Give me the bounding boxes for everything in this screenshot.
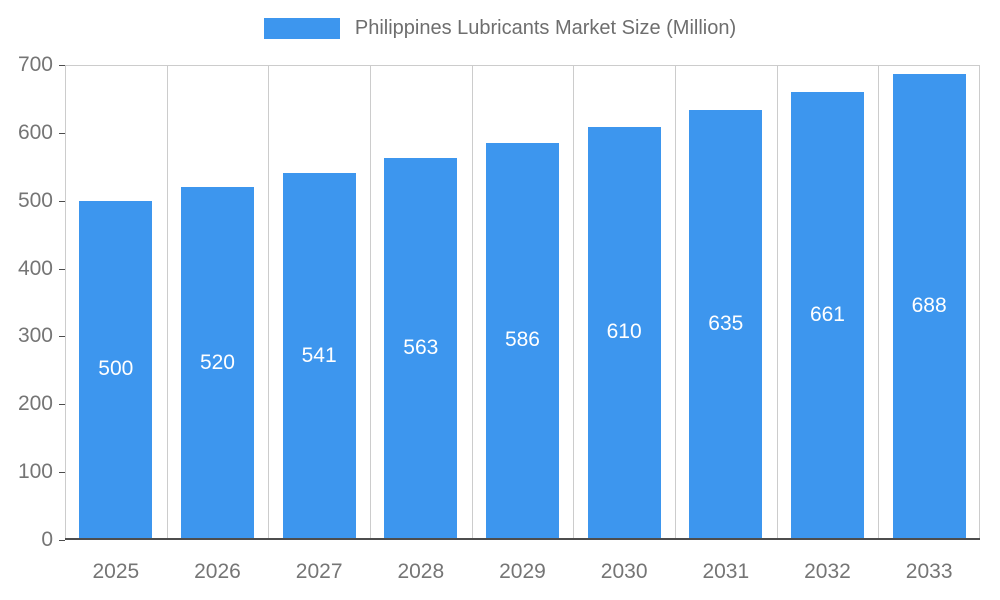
y-tick-mark — [59, 268, 65, 270]
vertical-gridline — [268, 66, 270, 538]
vertical-gridline — [369, 66, 371, 538]
x-tick-label: 2033 — [905, 560, 953, 583]
bar-value-label: 635 — [708, 311, 744, 335]
bar-value-label: 661 — [809, 303, 845, 327]
vertical-gridline — [776, 66, 778, 538]
vertical-gridline — [878, 66, 880, 538]
vertical-gridline — [166, 66, 168, 538]
x-tick-label: 2031 — [702, 560, 750, 583]
vertical-gridline — [979, 66, 980, 538]
y-tick-mark — [59, 200, 65, 202]
bar-2027[interactable]: 541 — [282, 173, 356, 538]
x-tick-label: 2029 — [499, 560, 546, 583]
chart-legend[interactable]: Philippines Lubricants Market Size (Mill… — [0, 17, 1000, 40]
vertical-gridline — [65, 66, 66, 538]
y-tick-label: 700 — [17, 53, 53, 76]
y-axis: 0 100 200 300 400 500 600 700 — [0, 53, 65, 551]
y-tick-mark — [59, 404, 65, 406]
bar-value-label: 500 — [98, 357, 134, 381]
x-tick-label: 2027 — [295, 560, 343, 583]
bar-2033[interactable]: 688 — [892, 74, 966, 538]
bar-2026[interactable]: 520 — [180, 187, 255, 538]
y-tick-label: 300 — [17, 324, 53, 348]
y-tick-mark — [59, 336, 65, 338]
bar-value-label: 520 — [199, 350, 235, 374]
y-tick-label: 100 — [17, 460, 53, 484]
y-tick-mark — [59, 132, 65, 134]
y-tick-label: 600 — [17, 120, 53, 144]
y-tick-mark — [59, 472, 65, 474]
vertical-gridline — [471, 66, 473, 538]
y-tick-label: 500 — [17, 188, 53, 212]
bar-2029[interactable]: 586 — [485, 142, 560, 538]
vertical-gridline — [674, 66, 676, 538]
x-tick-label: 2032 — [804, 560, 851, 583]
y-tick-label: 0 — [41, 528, 53, 551]
bar-value-label: 610 — [606, 320, 642, 344]
x-tick-label: 2026 — [194, 560, 241, 583]
y-tick-mark — [59, 540, 65, 541]
bar-2025[interactable]: 500 — [79, 200, 153, 538]
x-tick-label: 2030 — [600, 560, 648, 583]
x-axis: 2025 2026 2027 2028 2029 2030 2031 2032 2033 — [65, 542, 980, 600]
bar-value-label: 563 — [403, 336, 439, 360]
y-tick-label: 200 — [17, 392, 53, 416]
vertical-gridline — [573, 66, 575, 538]
plot-area: 500 520 541 563 586 610 635 661 688 — [65, 65, 980, 540]
x-tick-label: 2025 — [92, 560, 140, 583]
y-tick-mark — [59, 65, 65, 66]
legend-color-swatch — [263, 18, 340, 39]
bar-2032[interactable]: 661 — [790, 92, 865, 538]
legend-label: Philippines Lubricants Market Size (Mill… — [354, 17, 737, 39]
bar-value-label: 586 — [504, 328, 540, 352]
bar-value-label: 541 — [301, 343, 337, 367]
y-tick-label: 400 — [17, 256, 53, 280]
bar-2028[interactable]: 563 — [384, 158, 458, 538]
bar-2031[interactable]: 635 — [689, 109, 763, 538]
x-tick-label: 2028 — [397, 560, 445, 583]
bar-2030[interactable]: 610 — [587, 126, 661, 538]
bar-value-label: 688 — [911, 294, 947, 318]
